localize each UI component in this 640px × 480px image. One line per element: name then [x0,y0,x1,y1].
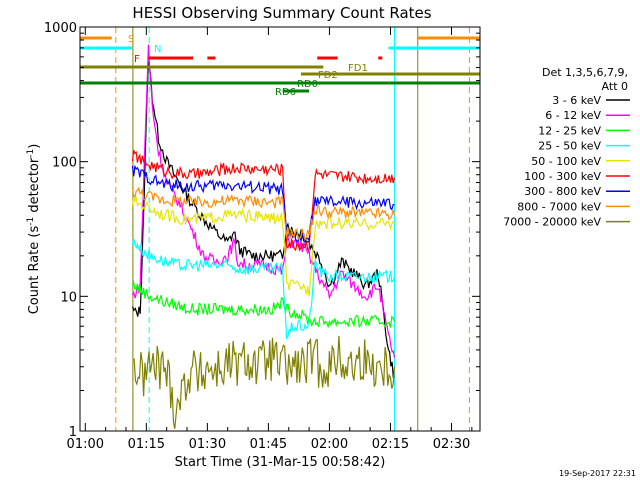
series-line-3 [131,238,396,340]
x-tick-label-0: 01:00 [67,437,104,452]
legend-label-6: 300 - 800 keV [524,185,601,198]
flag-label-4: FD2 [318,70,338,81]
legend-label-2: 12 - 25 keV [538,124,601,137]
x-tick-label-4: 02:00 [311,437,348,452]
plot-frame [79,26,481,432]
series-line-8 [133,335,396,429]
y-tick-label-0: 1 [69,425,77,440]
legend-label-7: 800 - 7000 keV [517,200,601,213]
flag-label-1: N [154,44,161,55]
legend-header-1: Att 0 [602,80,628,93]
y-tick-label-1: 10 [60,290,77,305]
x-tick-label-1: 01:15 [128,437,165,452]
legend-label-1: 6 - 12 keV [545,109,601,122]
flag-label-3: FD1 [348,63,368,74]
flag-label-5: RD0 [297,79,318,90]
legend-label-5: 100 - 300 keV [524,170,601,183]
axis-ticks: 01:00 01:15 01:30 01:45 02:00 02:15 02:30 1 10 10… [44,21,480,452]
legend-label-3: 25 - 50 keV [538,140,601,153]
legend-label-4: 50 - 100 keV [531,155,601,168]
x-tick-label-3: 01:45 [250,437,287,452]
y-axis-label: Count Rate (s-1 detector-1) [26,144,42,315]
series-line-4 [131,196,395,297]
flag-label-2: F [134,54,140,65]
series-line-5 [131,149,396,252]
series-line-7 [131,186,396,242]
y-tick-label-2: 100 [52,156,77,171]
series-line-6 [131,164,395,245]
legend-label-8: 7000 - 20000 keV [503,216,601,229]
flag-label-0: S [128,34,134,45]
x-tick-label-5: 02:15 [372,437,409,452]
x-tick-label-6: 02:30 [433,437,470,452]
x-tick-label-2: 01:30 [189,437,226,452]
flag-label-6: RD6 [275,87,296,98]
chart-title: HESSI Observing Summary Count Rates [132,4,431,22]
series-line-2 [131,280,396,329]
y-tick-label-3: 1000 [44,21,77,36]
legend-label-0: 3 - 6 keV [552,94,601,107]
x-axis-label: Start Time (31-Mar-15 00:58:42) [175,455,386,470]
legend-header-0: Det 1,3,5,6,7,9, [542,66,628,79]
legend: Det 1,3,5,6,7,9,Att 03 - 6 keV 6 - 12 keV… [503,66,630,229]
footer-timestamp: 19-Sep-2017 22:31 [559,469,636,478]
